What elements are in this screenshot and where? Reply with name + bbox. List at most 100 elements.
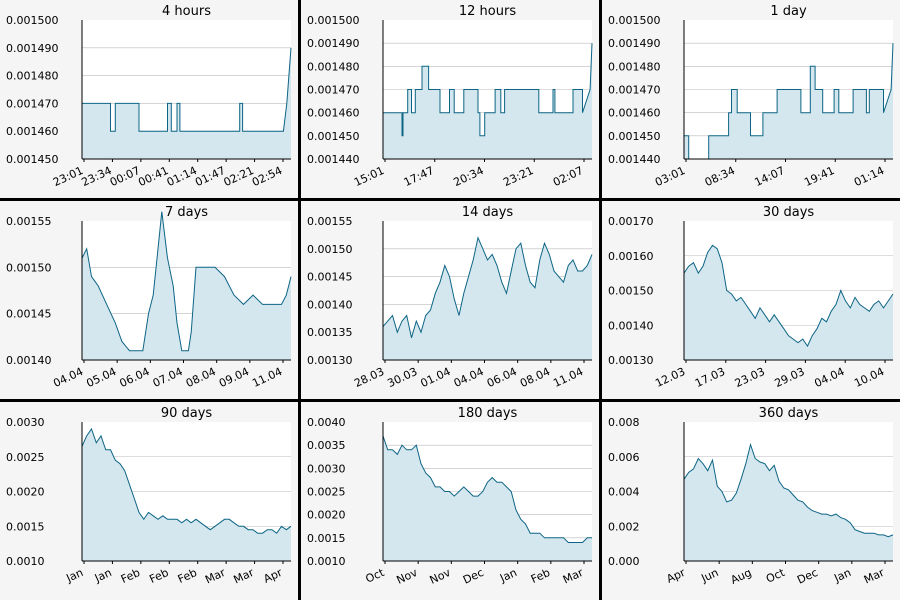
x-tick-label: Feb	[147, 566, 170, 586]
y-tick-label: 0.001500	[6, 14, 59, 27]
y-tick-label: 0.001460	[307, 107, 360, 120]
chart-title: 1 day	[770, 4, 807, 19]
y-tick-label: 0.0020	[6, 486, 45, 499]
x-tick-label: 11.04	[551, 365, 585, 390]
x-tick-label: Dec	[795, 566, 820, 587]
series-line	[82, 47, 292, 132]
x-tick-label: 15:01	[352, 164, 386, 189]
y-tick-label: 0.006	[608, 451, 640, 464]
x-tick-label: 09.04	[217, 365, 251, 390]
chart-360-days: 360 days 0.000 0.002 0.004 0.006 0.008 Apr Jun A…	[608, 406, 894, 587]
x-tick-label: Dec	[461, 566, 486, 587]
chart-panel-1-day: 1 day 0.001440 0.001450 0.001460 0.001470 0.0…	[602, 0, 900, 198]
x-tick-label: Mar	[232, 566, 257, 587]
x-tick-label: Nov	[428, 566, 453, 587]
y-tick-label: 0.001480	[608, 60, 661, 73]
y-tick-label: 0.001460	[608, 107, 661, 120]
chart-180-days: 180 days 0.0010 0.0015 0.0020 0.0025 0.0030 0.…	[307, 406, 592, 587]
x-tick-label: 12.03	[653, 365, 687, 390]
x-tick-label: 03:01	[653, 164, 687, 189]
x-tick-label: Mar	[203, 566, 228, 587]
y-tick-label: 0.00145	[6, 308, 52, 321]
chart-title: 30 days	[763, 205, 815, 220]
x-tick-label: 06.04	[485, 365, 519, 390]
y-tick-label: 0.001450	[6, 153, 59, 166]
series-area	[684, 43, 893, 160]
y-tick-label: 0.00140	[6, 354, 52, 367]
x-tick-label: 04.04	[452, 365, 486, 390]
x-tick-label: 01.04	[419, 365, 453, 390]
x-tick-label: Apr	[665, 566, 688, 586]
series-area	[383, 237, 592, 360]
y-tick-label: 0.0010	[307, 555, 346, 568]
y-tick-label: 0.001490	[307, 37, 360, 50]
y-tick-label: 0.004	[608, 486, 640, 499]
x-tick-label: 08.04	[518, 365, 552, 390]
chart-panel-4-hours: 4 hours 0.001450 0.001460 0.001470 0.001480 0…	[0, 0, 298, 198]
y-tick-label: 0.00135	[307, 326, 353, 339]
y-tick-label: 0.001500	[608, 14, 661, 27]
chart-panel-7-days: 7 days 0.00140 0.00145 0.00150 0.00155 04.04 0…	[0, 201, 298, 399]
y-tick-label: 0.00155	[307, 215, 353, 228]
y-tick-label: 0.001470	[608, 84, 661, 97]
series-line	[683, 244, 894, 348]
chart-90-days: 90 days 0.0010 0.0015 0.0020 0.0025 0.0030 Jan…	[6, 406, 292, 587]
x-tick-label: Jan	[63, 566, 85, 585]
y-tick-label: 0.001490	[608, 37, 661, 50]
x-tick-label: 30.03	[385, 365, 419, 390]
x-tick-label: Jan	[92, 566, 114, 585]
chart-title: 4 hours	[162, 4, 211, 19]
x-tick-label: Mar	[862, 566, 887, 587]
chart-title: 360 days	[759, 406, 819, 421]
y-tick-label: 0.000	[608, 555, 640, 568]
x-tick-label: 14:07	[753, 164, 787, 189]
series-line	[382, 435, 592, 543]
chart-panel-30-days: 30 days 0.00130 0.00140 0.00150 0.00160 0.001…	[602, 201, 900, 399]
chart-panel-180-days: 180 days 0.0010 0.0015 0.0020 0.0025 0.0030 0.…	[301, 402, 599, 600]
x-tick-label: 02:07	[551, 164, 585, 189]
y-tick-label: 0.001440	[307, 153, 360, 166]
y-tick-label: 0.001480	[307, 60, 360, 73]
y-tick-label: 0.001450	[608, 130, 661, 143]
x-tick-label: Feb	[529, 566, 552, 586]
x-tick-label: 04.04	[51, 365, 85, 390]
y-tick-label: 0.00160	[608, 250, 654, 263]
y-tick-label: 0.0015	[307, 532, 346, 545]
x-tick-label: 17:47	[402, 164, 436, 189]
y-tick-label: 0.0020	[307, 509, 346, 522]
chart-title: 180 days	[458, 406, 518, 421]
chart-1-day: 1 day 0.001440 0.001450 0.001460 0.001470 0.0…	[608, 4, 894, 189]
x-tick-label: 23.03	[733, 365, 767, 390]
series-area	[684, 245, 893, 360]
x-tick-label: Nov	[394, 566, 419, 587]
y-tick-label: 0.008	[608, 416, 640, 429]
series-area	[82, 429, 291, 561]
y-tick-label: 0.00130	[608, 354, 654, 367]
x-tick-label: Feb	[176, 566, 199, 586]
series-line	[684, 43, 894, 160]
chart-14-days: 14 days 0.00130 0.00135 0.00140 0.00145 0.001…	[307, 205, 593, 390]
x-tick-label: 08.04	[184, 365, 218, 390]
y-tick-label: 0.00150	[307, 243, 353, 256]
y-tick-label: 0.0025	[307, 486, 346, 499]
chart-title: 14 days	[462, 205, 514, 220]
y-tick-label: 0.00170	[608, 215, 654, 228]
x-tick-label: 05.04	[84, 365, 118, 390]
x-tick-label: 11.04	[250, 365, 284, 390]
chart-title: 7 days	[165, 205, 208, 220]
y-tick-label: 0.00140	[307, 298, 353, 311]
x-tick-label: 01:14	[852, 164, 886, 189]
chart-4-hours: 4 hours 0.001450 0.001460 0.001470 0.001480 0…	[6, 4, 292, 189]
series-area	[684, 444, 893, 561]
x-tick-label: Jan	[497, 566, 519, 585]
y-tick-label: 0.001500	[307, 14, 360, 27]
y-tick-label: 0.0030	[6, 416, 45, 429]
y-tick-label: 0.001450	[307, 130, 360, 143]
x-tick-label: 07.04	[151, 365, 185, 390]
y-tick-label: 0.0040	[307, 416, 346, 429]
x-tick-label: Mar	[561, 566, 586, 587]
x-tick-label: 02:54	[250, 164, 284, 189]
x-tick-label: 23:21	[501, 164, 535, 189]
